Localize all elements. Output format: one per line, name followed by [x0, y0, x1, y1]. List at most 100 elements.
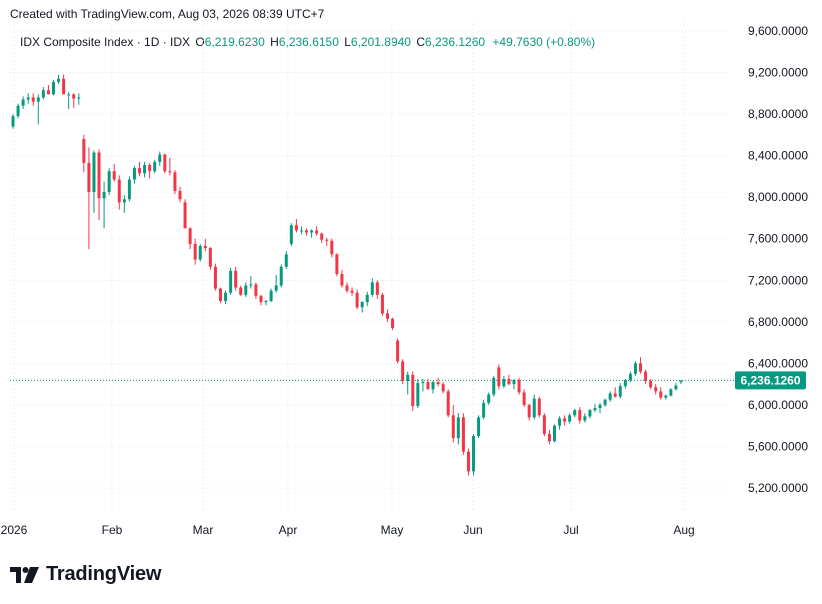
candle — [552, 424, 556, 443]
candle-body — [132, 168, 136, 180]
candle — [102, 181, 106, 229]
y-tick-label: 8,400.0000 — [748, 149, 808, 163]
candle — [234, 266, 238, 291]
candle-body — [552, 425, 556, 442]
candle-body — [674, 385, 678, 390]
candle — [148, 162, 152, 179]
candle-body — [492, 377, 496, 395]
candle — [664, 394, 668, 400]
candle-body — [67, 94, 71, 96]
candle — [77, 93, 81, 105]
candle — [259, 294, 263, 306]
x-tick-label: May — [381, 523, 404, 537]
candle — [310, 229, 314, 238]
candle — [547, 429, 551, 445]
candle — [350, 287, 354, 296]
candle-body — [213, 266, 217, 289]
candle — [51, 79, 55, 96]
candle — [117, 175, 121, 210]
candle-body — [289, 225, 293, 244]
last-price-marker: 6,236.1260 — [10, 371, 806, 390]
time-axis[interactable]: 2026 Feb Mar Apr May Jun Jul Aug — [1, 523, 695, 537]
candle-body — [679, 380, 683, 383]
candle-body — [269, 290, 273, 302]
y-tick-label: 5,200.0000 — [748, 481, 808, 495]
candle — [188, 227, 192, 250]
candle — [603, 398, 607, 407]
candle — [644, 369, 648, 385]
candle-body — [122, 199, 126, 203]
candle — [355, 289, 359, 310]
candle-body — [598, 404, 602, 409]
candle — [173, 170, 177, 195]
candle — [628, 371, 632, 383]
candle-body — [664, 395, 668, 398]
candle-body — [153, 161, 157, 172]
x-tick-label: Feb — [102, 523, 123, 537]
candle-body — [578, 410, 582, 421]
candle — [365, 291, 369, 307]
candle — [254, 282, 258, 299]
candle-body — [628, 373, 632, 380]
tradingview-logo[interactable]: TradingView — [10, 563, 161, 586]
candle — [446, 389, 450, 418]
x-tick-label: Mar — [193, 523, 214, 537]
candle-body — [568, 415, 572, 422]
candle — [654, 384, 658, 395]
legend-high-value: 6,236.6150 — [278, 35, 339, 49]
candle-body — [563, 418, 567, 422]
candle-body — [178, 190, 182, 200]
candle-body — [77, 97, 81, 99]
candle-body — [107, 171, 111, 192]
candle — [370, 278, 374, 297]
candle-body — [229, 270, 233, 293]
candle — [406, 371, 410, 395]
candle-body — [26, 97, 30, 100]
candle — [264, 300, 268, 306]
candle — [542, 413, 546, 437]
created-with-text: Created with TradingView.com, Aug 03, 20… — [10, 7, 325, 21]
candle — [41, 87, 45, 100]
candle-body — [421, 382, 425, 384]
y-tick-label: 7,200.0000 — [748, 273, 808, 287]
candle — [163, 153, 167, 174]
candle — [274, 275, 278, 293]
candle-body — [299, 230, 303, 232]
chart-legend: IDX Composite Index · 1D · IDX O6,219.62… — [20, 35, 595, 49]
candle — [568, 413, 572, 424]
candle — [674, 383, 678, 391]
candle-body — [315, 230, 319, 234]
candle — [21, 96, 25, 109]
candle-body — [87, 162, 91, 192]
candle-body — [451, 415, 455, 439]
candle-body — [537, 398, 541, 416]
candle-body — [527, 404, 531, 418]
candle — [289, 223, 293, 246]
y-tick-label: 6,000.0000 — [748, 398, 808, 412]
candle-body — [112, 171, 116, 180]
candle-body — [649, 381, 653, 388]
candle-body — [57, 78, 61, 82]
candle — [633, 361, 637, 376]
candle-body — [411, 374, 415, 406]
candle — [563, 415, 567, 426]
candle — [421, 378, 425, 392]
candle-body — [466, 451, 470, 472]
candle-body — [588, 410, 592, 417]
candle — [431, 381, 435, 394]
x-tick-label: Aug — [673, 523, 694, 537]
candle-body — [82, 139, 86, 163]
candle — [537, 396, 541, 418]
candle-body — [542, 415, 546, 434]
candle-body — [16, 105, 20, 117]
price-axis[interactable]: 9,600.0000 9,200.0000 8,800.0000 8,400.0000… — [748, 24, 808, 495]
candle — [299, 226, 303, 235]
candle — [320, 232, 324, 243]
candle-body — [522, 392, 526, 405]
candle-body — [497, 367, 501, 387]
candle-body — [249, 284, 253, 286]
candle-body — [183, 202, 187, 229]
candle — [330, 238, 334, 258]
candle-body — [148, 164, 152, 172]
